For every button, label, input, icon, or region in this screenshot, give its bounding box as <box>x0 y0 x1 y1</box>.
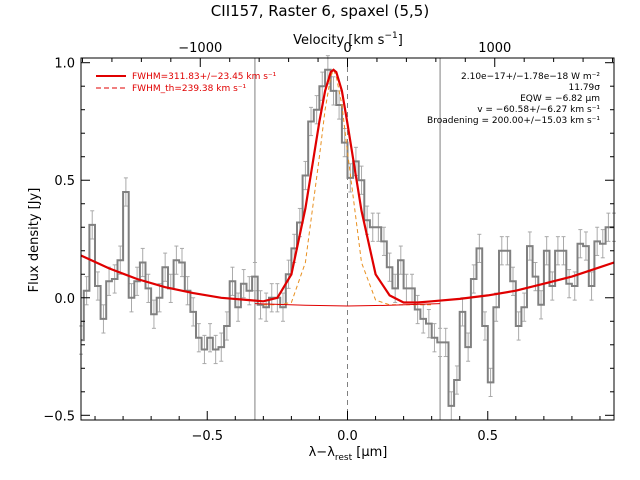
x-tick-label: 0.5 <box>477 429 498 444</box>
y-tick-label: 1.0 <box>54 57 75 72</box>
legend-label-fit: FWHM=311.83+/−23.45 km s⁻¹ <box>132 72 277 82</box>
x-tick-label: −0.5 <box>191 429 223 444</box>
annotation-broadening: Broadening = 200.00+/−15.03 km s⁻¹ <box>427 116 600 126</box>
legend-label-thermal: FWHM_th=239.38 km s⁻¹ <box>132 84 247 94</box>
fit-annotations: 2.10e−17+/−1.78e−18 W m⁻² 11.79σ EQW = −… <box>427 72 600 126</box>
legend: FWHM=311.83+/−23.45 km s⁻¹ FWHM_th=239.3… <box>96 72 277 94</box>
y-axis-label: Flux density [Jy] <box>27 188 42 293</box>
top-tick-label: 1000 <box>478 41 511 56</box>
y-tick-label: 0.0 <box>54 292 75 307</box>
fit-line <box>80 68 615 304</box>
top-tick-label: −1000 <box>178 41 222 56</box>
continuum-line <box>254 303 441 307</box>
annotation-significance: 11.79σ <box>569 83 601 93</box>
top-tick-label: 0 <box>343 41 351 56</box>
top-axis-label: Velocity [km s−1] <box>293 31 403 48</box>
annotation-eqw: EQW = −6.82 μm <box>520 94 600 104</box>
chart-title: CII157, Raster 6, spaxel (5,5) <box>211 2 429 20</box>
annotation-velocity: v = −60.58+/−6.27 km s⁻¹ <box>477 105 600 115</box>
annotation-flux: 2.10e−17+/−1.78e−18 W m⁻² <box>461 72 600 82</box>
axes: −0.5 0.0 0.5 −0.5 0.0 0.5 1.0 −1000 0 1000 <box>43 41 615 444</box>
x-tick-label: 0.0 <box>337 429 358 444</box>
y-tick-label: −0.5 <box>43 409 75 424</box>
x-axis-label: λ−λrest [μm] <box>309 445 388 463</box>
y-tick-label: 0.5 <box>54 174 75 189</box>
